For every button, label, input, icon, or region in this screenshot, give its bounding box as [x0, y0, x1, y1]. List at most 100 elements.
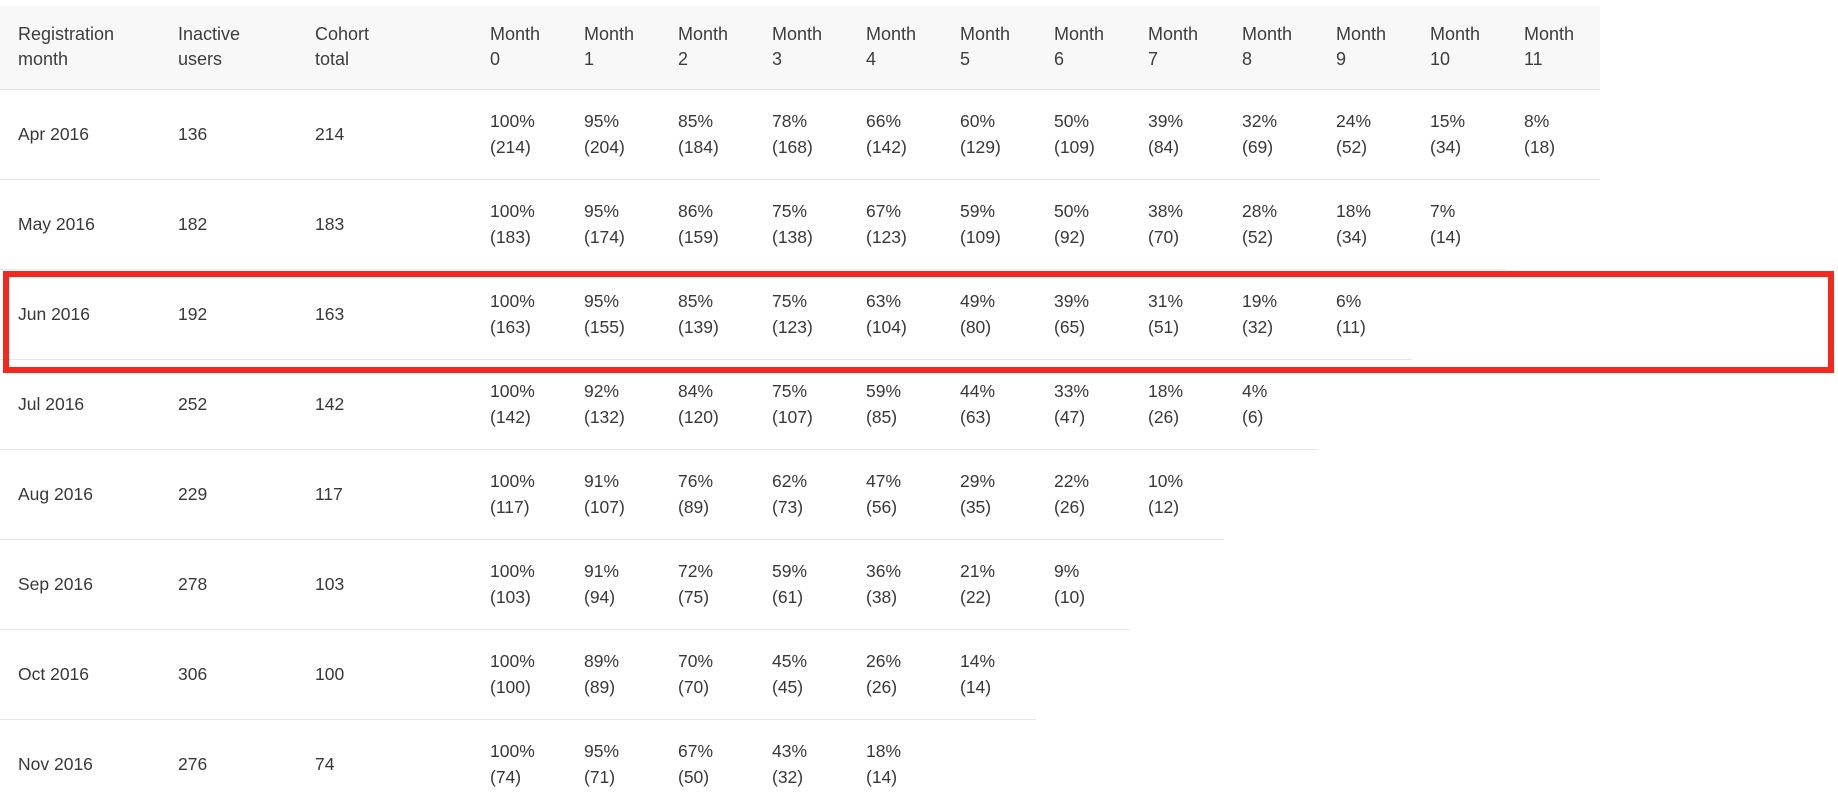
- retention-count: (184): [678, 137, 719, 157]
- empty-cell-month-7: [1130, 538, 1224, 629]
- retention-count: (104): [866, 317, 907, 337]
- retention-percent: 22%: [1054, 471, 1090, 491]
- retention-cell-month-1: 95% (71): [566, 718, 660, 806]
- retention-percent: 14%: [960, 651, 996, 671]
- retention-percent: 24%: [1336, 111, 1372, 131]
- retention-cell-month-3: 43% (32): [754, 718, 848, 806]
- empty-cell-month-11: [1506, 539, 1600, 629]
- empty-cell-month-8: [1224, 719, 1318, 806]
- retention-percent: 26%: [866, 651, 902, 671]
- retention-cell-month-5: 14% (14): [942, 628, 1036, 719]
- retention-percent: 92%: [584, 381, 620, 401]
- retention-percent: 31%: [1148, 291, 1184, 311]
- retention-cell-month-4: 36% (38): [848, 538, 942, 629]
- retention-count: (85): [866, 407, 898, 427]
- cohort-table-head: Registration month Inactive users Cohort tota…: [0, 6, 1600, 90]
- retention-count: (174): [584, 227, 625, 247]
- retention-cell-month-4: 67% (123): [848, 178, 942, 269]
- retention-percent: 95%: [584, 111, 620, 131]
- retention-percent: 45%: [772, 651, 808, 671]
- retention-cell-month-0: 100% (142): [472, 358, 566, 449]
- retention-count: (94): [584, 587, 616, 607]
- retention-cell-month-8: 19% (32): [1224, 268, 1318, 359]
- column-header-cohort-total: Cohort total: [297, 6, 472, 90]
- retention-percent: 85%: [678, 111, 714, 131]
- retention-percent: 18%: [866, 741, 902, 762]
- retention-percent: 7%: [1430, 201, 1456, 221]
- retention-count: (138): [772, 227, 813, 247]
- retention-count: (89): [678, 497, 710, 517]
- retention-count: (89): [584, 677, 616, 697]
- empty-cell-month-11: [1506, 449, 1600, 539]
- cohort-total-cell: 103: [297, 538, 472, 629]
- registration-month-cell: Oct 2016: [0, 628, 160, 719]
- retention-cell-month-4: 18% (14): [848, 718, 942, 806]
- retention-count: (26): [1054, 497, 1086, 517]
- retention-count: (32): [772, 767, 804, 788]
- retention-cell-month-7: 10% (12): [1130, 448, 1224, 539]
- retention-percent: 6%: [1336, 291, 1362, 311]
- retention-cell-month-1: 95% (174): [566, 178, 660, 269]
- retention-percent: 43%: [772, 741, 808, 762]
- retention-percent: 36%: [866, 561, 902, 581]
- retention-percent: 33%: [1054, 381, 1090, 401]
- retention-cell-month-9: 24% (52): [1318, 89, 1412, 179]
- retention-cell-month-7: 31% (51): [1130, 268, 1224, 359]
- retention-percent: 50%: [1054, 111, 1090, 131]
- retention-cell-month-2: 85% (184): [660, 89, 754, 179]
- retention-cell-month-5: 44% (63): [942, 358, 1036, 449]
- empty-cell-month-9: [1318, 719, 1412, 806]
- retention-percent: 100%: [490, 291, 535, 311]
- retention-count: (214): [490, 137, 531, 157]
- column-header-month-6: Month 6: [1036, 6, 1130, 90]
- registration-month-cell: Nov 2016: [0, 718, 160, 806]
- cohort-row-sep-2016: Sep 2016 278 103 100% (103) 91% (94) 72% (75) 59%…: [0, 538, 1600, 629]
- retention-percent: 100%: [490, 111, 535, 131]
- retention-count: (92): [1054, 227, 1086, 247]
- retention-count: (70): [1148, 227, 1180, 247]
- retention-percent: 72%: [678, 561, 714, 581]
- empty-cell-month-10: [1412, 629, 1506, 719]
- retention-percent: 75%: [772, 381, 808, 401]
- retention-count: (159): [678, 227, 719, 247]
- retention-count: (12): [1148, 497, 1180, 517]
- cohort-total-cell: 74: [297, 718, 472, 806]
- retention-cell-month-6: 50% (109): [1036, 89, 1130, 179]
- retention-count: (50): [678, 767, 710, 788]
- retention-cell-month-0: 100% (100): [472, 628, 566, 719]
- retention-percent: 39%: [1054, 291, 1090, 311]
- cohort-row-nov-2016: Nov 2016 276 74 100% (74) 95% (71) 67% (50) 43% (3…: [0, 718, 1600, 806]
- retention-percent: 63%: [866, 291, 902, 311]
- retention-count: (51): [1148, 317, 1180, 337]
- retention-percent: 78%: [772, 111, 808, 131]
- retention-cell-month-4: 26% (26): [848, 628, 942, 719]
- retention-cell-month-5: 60% (129): [942, 89, 1036, 179]
- retention-cell-month-1: 89% (89): [566, 628, 660, 719]
- retention-percent: 91%: [584, 561, 620, 581]
- inactive-users-cell: 136: [178, 124, 208, 144]
- retention-cell-month-6: 22% (26): [1036, 448, 1130, 539]
- cohort-total-cell: 163: [297, 268, 472, 359]
- retention-cell-month-5: 21% (22): [942, 538, 1036, 629]
- retention-percent: 21%: [960, 561, 996, 581]
- retention-count: (65): [1054, 317, 1086, 337]
- retention-count: (14): [960, 677, 992, 697]
- empty-cell-month-10: [1412, 268, 1506, 359]
- retention-percent: 19%: [1242, 291, 1278, 311]
- retention-count: (52): [1336, 137, 1368, 157]
- retention-count: (129): [960, 137, 1001, 157]
- cohort-table-body: Apr 2016 136 214 100% (214) 95% (204) 85% (184) 7…: [0, 89, 1600, 806]
- empty-cell-month-5: [942, 718, 1036, 806]
- retention-percent: 66%: [866, 111, 902, 131]
- retention-percent: 29%: [960, 471, 996, 491]
- retention-percent: 95%: [584, 291, 620, 311]
- column-header-month-10: Month 10: [1412, 6, 1506, 90]
- retention-count: (14): [1430, 227, 1462, 247]
- retention-cell-month-1: 95% (204): [566, 89, 660, 179]
- retention-cell-month-8: 4% (6): [1224, 358, 1318, 449]
- cohort-retention-report: Registration month Inactive users Cohort tota…: [0, 6, 1838, 806]
- retention-percent: 18%: [1336, 201, 1372, 221]
- retention-count: (107): [584, 497, 625, 517]
- column-header-month-7: Month 7: [1130, 6, 1224, 90]
- retention-count: (47): [1054, 407, 1086, 427]
